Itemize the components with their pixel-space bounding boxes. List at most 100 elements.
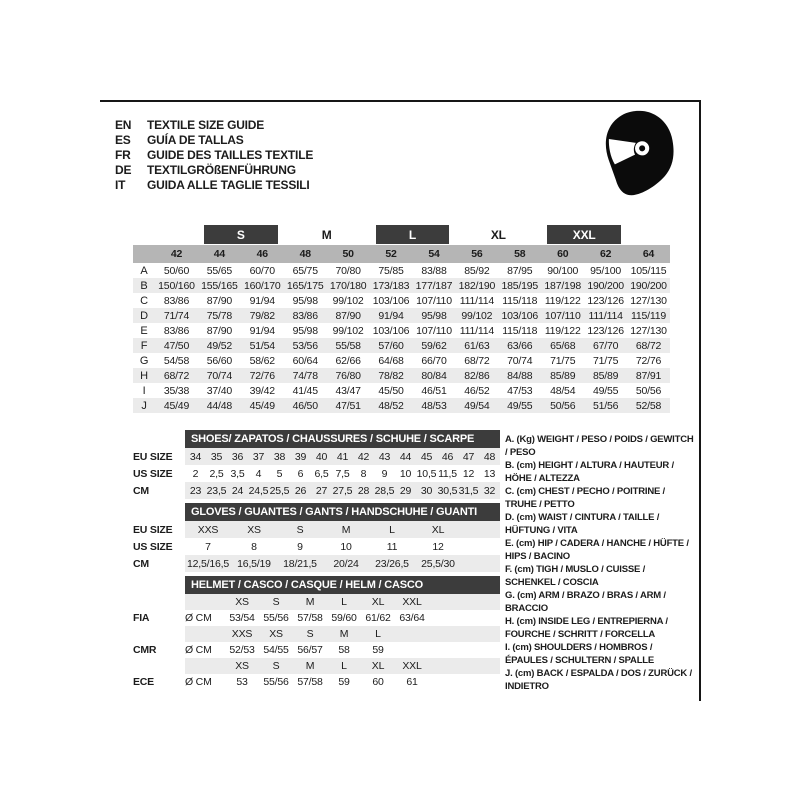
helmet-table-title: HELMET / CASCO / CASQUE / HELM / CASCO bbox=[185, 576, 500, 594]
size-cell: 57/58 bbox=[297, 676, 323, 688]
size-cell: 60 bbox=[372, 676, 384, 688]
frame-top-border bbox=[100, 100, 701, 102]
measurement-cell: 74/78 bbox=[292, 369, 318, 382]
measurement-cell: 127/130 bbox=[630, 294, 667, 307]
measurement-cell: 61/63 bbox=[464, 339, 490, 352]
measurement-cell: 87/90 bbox=[206, 294, 232, 307]
measurement-cell: 119/122 bbox=[544, 324, 581, 337]
measurement-cell: 95/98 bbox=[292, 324, 318, 337]
measurement-cell: 83/88 bbox=[421, 264, 447, 277]
helmet-icon bbox=[605, 110, 674, 196]
size-band: S bbox=[203, 225, 278, 244]
size-cell: 23,5 bbox=[206, 484, 227, 497]
measurement-cell: 70/74 bbox=[507, 354, 533, 367]
measurement-cell: 47/53 bbox=[507, 384, 533, 397]
size-number-header: 54 bbox=[428, 248, 440, 260]
language-row: EN TEXTILE SIZE GUIDE bbox=[115, 117, 313, 132]
measurement-cell: 85/89 bbox=[550, 369, 576, 382]
measurement-cell: 70/80 bbox=[335, 264, 361, 277]
measurement-cell: 190/200 bbox=[587, 279, 624, 292]
helmet-sizes-row: XS S M L XL XXL bbox=[133, 658, 500, 674]
measurement-cell: 90/100 bbox=[547, 264, 579, 277]
measurement-cell: 115/119 bbox=[631, 309, 667, 322]
size-band bbox=[133, 224, 198, 245]
size-cell: 20/24 bbox=[333, 557, 359, 570]
measurement-cell: 64/68 bbox=[378, 354, 404, 367]
table-row: C 83/86 87/90 91/94 95/98 99/102 bbox=[133, 293, 670, 308]
size-letter-cell: XXL bbox=[402, 660, 422, 672]
size-band: M bbox=[321, 227, 332, 242]
measurement-cell: 47/50 bbox=[163, 339, 190, 352]
size-cell: 13 bbox=[483, 467, 496, 480]
measurement-cell: 50/56 bbox=[635, 384, 662, 397]
row-label-spacer bbox=[133, 626, 185, 642]
measurement-cell: 123/126 bbox=[587, 324, 624, 337]
measurement-cell: 87/95 bbox=[507, 264, 533, 277]
size-cell: 11 bbox=[386, 540, 398, 553]
size-cell: 44 bbox=[399, 450, 412, 463]
size-letter-cell: L bbox=[341, 660, 347, 672]
size-cell: 53 bbox=[236, 676, 248, 688]
size-cell: M bbox=[341, 523, 351, 536]
gloves-table-title: GLOVES / GUANTES / GANTS / HANDSCHUHE / … bbox=[185, 503, 500, 521]
measurement-cell: 51/54 bbox=[249, 339, 275, 352]
language-code: FR bbox=[115, 147, 131, 162]
size-cell: 39 bbox=[294, 450, 307, 463]
size-cell: XL bbox=[431, 523, 445, 536]
size-cell: 4 bbox=[255, 467, 262, 480]
row-letter-label: D bbox=[140, 309, 148, 322]
measurement-cell: 48/54 bbox=[550, 384, 576, 397]
measurement-cell: 155/165 bbox=[201, 279, 238, 292]
measurement-cell: 111/114 bbox=[459, 324, 494, 337]
measurement-cell: 52/58 bbox=[635, 399, 662, 412]
size-cell: 12 bbox=[432, 540, 444, 553]
language-row: IT GUIDA ALLE TAGLIE TESSILI bbox=[115, 177, 313, 192]
measurement-cell: 170/180 bbox=[329, 279, 367, 292]
size-cell: 55/56 bbox=[263, 676, 289, 688]
language-title: GUIDE DES TAILLES TEXTILE bbox=[147, 147, 314, 162]
size-cell: 10,5 bbox=[416, 467, 437, 480]
size-cell: 8 bbox=[251, 540, 257, 553]
measurement-cell: 185/195 bbox=[501, 279, 539, 292]
measurement-cell: 91/94 bbox=[378, 309, 404, 322]
measurement-cell: 173/183 bbox=[372, 279, 410, 292]
size-number-header: 48 bbox=[299, 248, 311, 260]
size-letter-cell: XL bbox=[371, 660, 385, 672]
size-cell: 30,5 bbox=[437, 484, 458, 497]
measurement-cell: 99/102 bbox=[332, 294, 364, 307]
measurement-cell: 79/82 bbox=[249, 309, 275, 322]
measurement-cell: 71/75 bbox=[550, 354, 576, 367]
size-cell: 27,5 bbox=[332, 484, 353, 497]
row-label: EU SIZE bbox=[133, 450, 173, 463]
measurement-cell: 58/62 bbox=[249, 354, 275, 367]
row-label: US SIZE bbox=[133, 467, 173, 480]
size-cell: 43 bbox=[378, 450, 391, 463]
measurement-cell: 72/76 bbox=[635, 354, 662, 367]
table-row: B 150/160 155/165 160/170 165/175 170/18… bbox=[133, 278, 670, 293]
size-band: XL bbox=[490, 227, 506, 242]
measurement-cell: 127/130 bbox=[630, 324, 667, 337]
table-row: US SIZE 2 2,5 3,5 4 5 6 6,5 7,5 8 9 10 10,5 11,5 12 13 bbox=[133, 465, 500, 482]
measurement-cell: 71/75 bbox=[592, 354, 619, 367]
size-cell: 27 bbox=[315, 484, 328, 497]
legend-item: I. (cm) SHOULDERS / HOMBROS / ÉPAULES / … bbox=[505, 642, 655, 666]
corner-cell bbox=[133, 245, 155, 263]
size-cell: 58 bbox=[338, 644, 350, 656]
row-letter-label: J bbox=[141, 399, 147, 412]
row-label: CM bbox=[133, 557, 149, 570]
size-cell: 5 bbox=[276, 467, 283, 480]
measurement-cell: 71/74 bbox=[163, 309, 190, 322]
measurement-cell: 103/106 bbox=[372, 294, 410, 307]
size-number-header: 64 bbox=[642, 248, 655, 260]
shoes-table-title: SHOES/ ZAPATOS / CHAUSSURES / SCHUHE / S… bbox=[185, 430, 500, 448]
measurement-cell: 55/65 bbox=[206, 264, 232, 277]
size-number-header: 50 bbox=[342, 248, 354, 260]
size-cell: 53/54 bbox=[229, 612, 255, 624]
size-cell: 12,5/16,5 bbox=[187, 557, 229, 570]
measurement-cell: 87/90 bbox=[335, 309, 361, 322]
size-cell: 57/58 bbox=[297, 612, 323, 624]
size-cell: 7 bbox=[205, 540, 211, 553]
size-cell: 3,5 bbox=[230, 467, 245, 480]
measurement-cell: 115/118 bbox=[502, 294, 538, 307]
table-row: CM 23 23,5 24 24,5 25,5 26 27 27,5 28 28,5 29 30 30,… bbox=[133, 482, 500, 499]
